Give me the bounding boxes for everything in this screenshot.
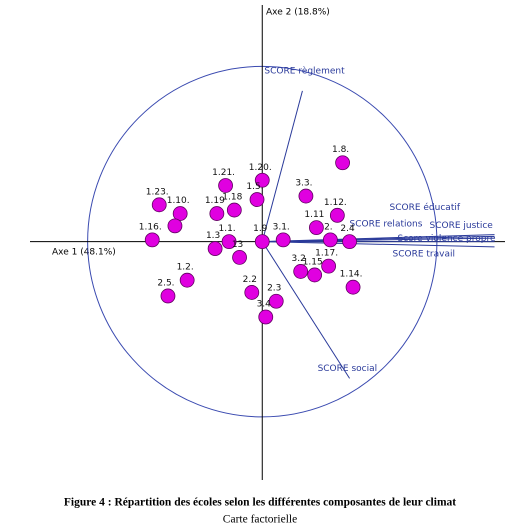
point — [322, 232, 338, 248]
point-label: 13 — [232, 240, 243, 250]
point-label: 1.8. — [332, 145, 349, 155]
point-label: 1.9 — [253, 224, 268, 234]
point — [144, 232, 160, 248]
y-axis-label: Axe 2 (18.8%) — [266, 8, 330, 18]
point-label: 1.15 — [303, 257, 323, 267]
point-label: 1.10. — [167, 196, 190, 206]
point — [207, 241, 223, 257]
point — [151, 197, 167, 213]
point-label: 2.4 — [340, 224, 355, 234]
point — [179, 272, 195, 288]
point-label: 3.2 — [292, 254, 306, 264]
point — [226, 202, 242, 218]
point — [307, 267, 323, 283]
point-label: 1.2. — [177, 263, 194, 273]
point-label: 1.20. — [249, 163, 272, 173]
point-label: 1.17. — [315, 249, 338, 259]
vector — [261, 241, 350, 379]
point — [244, 285, 260, 300]
point-label: 3.4 — [257, 299, 272, 309]
x-axis-label: Axe 1 (48.1%) — [52, 248, 116, 258]
point — [258, 309, 274, 325]
vector — [261, 90, 303, 242]
point — [335, 155, 350, 171]
point — [308, 220, 324, 236]
point — [167, 218, 183, 234]
point-label: 1.3 — [206, 231, 220, 241]
point — [275, 232, 291, 248]
point — [329, 207, 345, 223]
point — [293, 264, 309, 279]
point — [249, 192, 265, 207]
point-label: 1.21. — [212, 168, 235, 178]
vector-label: SCORE travail — [393, 249, 455, 259]
point — [232, 249, 247, 265]
point-label: 1.19 — [205, 196, 225, 206]
point-label: 2.2 — [243, 275, 257, 285]
point — [321, 258, 337, 274]
point — [254, 172, 270, 188]
point-label: 3.1. — [273, 222, 290, 232]
point — [218, 178, 233, 193]
point-label: 1.14. — [340, 270, 363, 280]
point-label: 1.18 — [222, 193, 242, 203]
vector-label: SCORE relations — [350, 220, 423, 230]
point-label: 1.11 — [304, 210, 324, 220]
point — [342, 234, 357, 250]
vector-label: Score violence propre — [398, 234, 496, 244]
vector-label: SCORE justice — [430, 221, 494, 231]
point — [172, 206, 188, 221]
point-label: 1.23. — [146, 187, 169, 197]
vector-label: SCORE éducatif — [390, 202, 461, 213]
vector-label: SCORE social — [318, 364, 378, 374]
point — [209, 206, 225, 221]
point-label: 1.1. — [218, 224, 235, 234]
point — [345, 279, 361, 295]
vector — [262, 241, 495, 248]
point — [254, 234, 270, 250]
point — [268, 293, 284, 309]
caption-title: Figure 4 : Répartition des écoles selon … — [64, 497, 456, 509]
point-label: 3.3. — [295, 179, 312, 189]
point-label: 2.3 — [267, 284, 281, 294]
point-label: 2. — [324, 222, 333, 232]
vector-label: SCORE règlement — [264, 65, 345, 76]
caption-subtitle: Carte factorielle — [223, 514, 297, 526]
point — [221, 234, 237, 250]
point-label: 1.12. — [324, 198, 347, 208]
vector — [262, 235, 495, 243]
point-label: 2.5. — [157, 278, 174, 288]
point — [298, 188, 314, 204]
point-label: 1.16. — [139, 222, 162, 232]
point — [160, 288, 176, 304]
point-label: 1.5. — [246, 182, 263, 192]
